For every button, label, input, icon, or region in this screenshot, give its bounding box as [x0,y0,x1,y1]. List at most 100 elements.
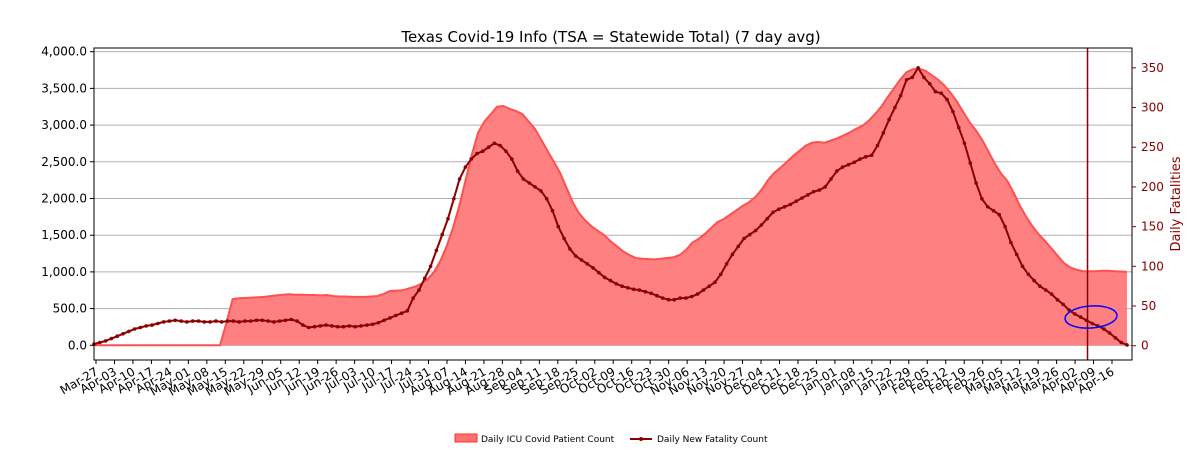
fatality-point [359,324,363,328]
fatality-point [1049,292,1054,296]
fatality-point [521,177,526,181]
fatality-point [655,293,659,298]
fatality-point [788,202,793,207]
fatality-point [753,228,758,233]
fatality-point [939,91,944,96]
fatality-point [985,205,990,209]
fatality-point [98,340,102,345]
fatality-point [713,280,717,285]
fatality-point [660,296,665,300]
fatality-point [115,334,119,339]
fatality-point [248,319,253,323]
fatality-point [533,185,537,189]
y2-tick-label: 150 [1141,220,1164,234]
fatality-point [556,224,561,229]
y-axis-left: 0.0 500.0 1,000.0 1,500.0 2,000.0 2,500.0 3,00… [41,45,94,352]
y-axis-right: 0 50 100 150 200 250 300 350 [1132,61,1164,353]
fatality-point [666,297,671,302]
fatality-point [684,296,688,300]
fatality-point [335,324,340,329]
fatality-point [591,266,595,270]
fatality-point [208,320,212,324]
fatality-point [719,272,723,277]
fatality-point [1044,288,1048,292]
fatality-point [991,208,996,213]
fatality-point [736,244,740,249]
fatality-point [916,66,920,70]
fatality-point [765,216,769,221]
fatality-point [544,197,549,201]
legend-label-icu: Daily ICU Covid Patient Count [481,435,615,445]
legend-marker-fatality [639,437,643,441]
fatality-point [214,319,218,323]
fatality-point [1020,264,1025,269]
fatality-point [196,319,201,323]
fatality-point [388,316,392,320]
fatality-point [910,75,915,80]
fatality-point [527,181,532,185]
y2-tick-label: 350 [1141,61,1164,75]
fatality-point [446,216,450,221]
fatality-point [150,323,154,327]
fatality-point [405,309,410,313]
fatality-point [823,185,827,189]
icu-area-edge [94,67,1128,347]
y2-tick-label: 200 [1141,180,1164,194]
fatality-point [1014,252,1019,257]
fatality-point [452,197,456,201]
fatality-point [382,318,387,323]
fatality-point [887,117,891,122]
fatality-point [672,297,677,302]
fatality-point [1102,327,1106,331]
fatality-point [411,296,416,300]
fatality-point [486,145,491,149]
fatality-point [260,318,265,323]
fatality-point [689,294,694,299]
fatality-point [1073,312,1077,316]
y-tick-label: 3,000.0 [41,118,87,132]
fatality-point [864,155,868,159]
fatality-point [962,141,967,146]
fatality-point [1038,284,1042,289]
fatality-point [968,161,973,165]
fatality-point [440,232,445,237]
fatality-point [243,319,247,323]
fatality-point [637,288,642,292]
fatality-point [457,177,462,181]
y-tick-label: 2,000.0 [41,191,87,205]
fatality-point [498,143,503,148]
fatality-point [1078,315,1083,319]
icu-area-fill [94,68,1127,346]
fatality-point [1090,321,1094,326]
fatality-point [504,149,508,153]
fatality-point [173,318,177,323]
legend-swatch-icu [454,433,478,443]
fatality-point [893,105,897,110]
fatality-point [185,320,189,324]
fatality-point [707,284,711,289]
fatality-point [190,319,195,323]
fatality-point [231,319,236,323]
fatality-point [237,320,241,324]
fatality-point [898,93,903,98]
fatality-point [492,141,497,146]
icu-area-series [94,67,1128,347]
fatality-point [759,223,764,227]
fatality-line-series [92,65,1129,347]
fatality-point [539,189,543,193]
fatality-point [974,181,978,185]
fatality-point [1026,272,1031,277]
y-tick-label: 4,000.0 [41,45,87,59]
fatality-point [475,151,479,156]
fatality-point [289,317,294,322]
fatality-point [1055,297,1060,302]
fatality-point [649,291,653,296]
fatality-point [945,97,949,102]
annotation-ellipse [1064,305,1118,329]
fatality-point [1032,278,1036,283]
fatality-point [597,270,601,275]
fatality-point [980,197,984,201]
fatality-point [858,157,862,161]
